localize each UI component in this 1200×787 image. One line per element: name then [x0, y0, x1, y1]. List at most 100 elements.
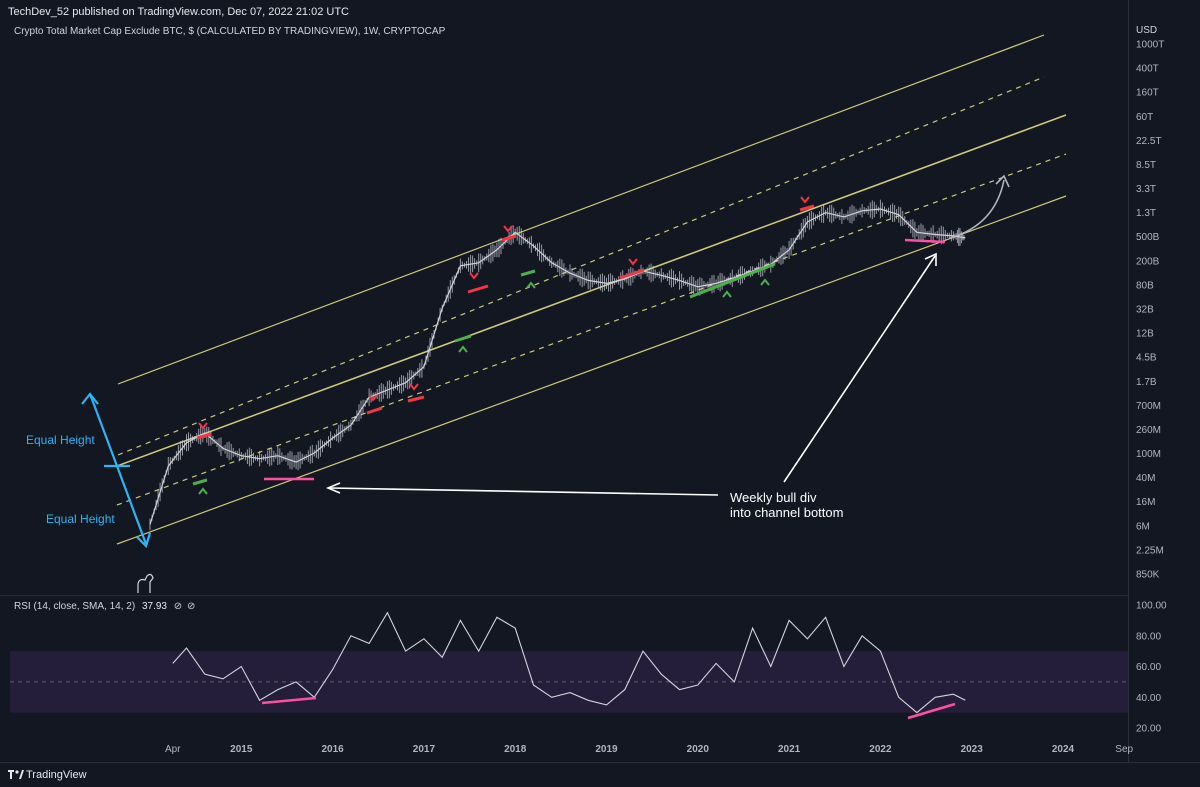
pane-separator[interactable] [0, 595, 1128, 596]
channel-lines [116, 34, 1067, 545]
rsi-label: RSI (14, close, SMA, 14, 2) [14, 601, 136, 612]
price-tick-label: 12B [1136, 329, 1154, 340]
price-tick-label: 40M [1136, 473, 1155, 484]
time-axis-ticks: Apr 2015 2016 2017 2018 2019 2020 2021 2022 2023 2… [165, 744, 1134, 755]
top-segment [467, 284, 489, 294]
top-segment [407, 395, 425, 403]
price-axis-ticks: 1000T 400T 160T 60T 22.5T 8.5T 3.3T 1.3T 500B 200… [1136, 40, 1164, 581]
arrow-to-2015-div [329, 487, 719, 496]
time-tick-label: 2015 [230, 744, 253, 755]
time-tick-label: 2016 [321, 744, 344, 755]
channel-line-5 [116, 195, 1067, 545]
top-marker [503, 225, 513, 233]
top-segment [196, 432, 212, 440]
time-tick-label: 2018 [504, 744, 527, 755]
arrowhead-up [924, 252, 937, 266]
channel-line-3 [116, 114, 1067, 467]
bottom-marker [198, 487, 208, 495]
divergence-lines [261, 238, 956, 720]
top-marker [469, 272, 479, 280]
price-tick-label: 200B [1136, 256, 1160, 267]
top-marker [800, 196, 810, 204]
bottom-segment [192, 478, 208, 486]
price-tick-label: 1.7B [1136, 377, 1157, 388]
time-tick-label: 2023 [961, 744, 984, 755]
div-2015-rsi [261, 696, 317, 705]
top-segment [366, 406, 383, 415]
top-segment [799, 204, 815, 212]
arrowhead-bottom [136, 532, 152, 549]
rsi-axis-ticks: 100.00 80.00 60.00 40.00 20.00 [1136, 601, 1167, 735]
div-2022-price [904, 238, 946, 244]
price-tick-label: 80B [1136, 280, 1154, 291]
rsi-tick-label: 60.00 [1136, 662, 1161, 673]
top-segment [619, 268, 645, 280]
time-tick-label: 2020 [687, 744, 710, 755]
price-tick-label: 260M [1136, 425, 1161, 436]
equal-height-arrows [81, 392, 152, 549]
markers [192, 196, 815, 495]
time-tick-label: 2024 [1052, 744, 1075, 755]
bottom-marker [458, 345, 468, 353]
brand-label[interactable]: TradingView [26, 769, 87, 781]
bottom-segment [454, 334, 472, 343]
arrowhead-top [81, 392, 99, 405]
time-tick-label: Sep [1115, 744, 1133, 755]
price-tick-label: 700M [1136, 401, 1161, 412]
bottom-segment [520, 269, 536, 277]
price-tick-label: 16M [1136, 497, 1155, 508]
channel-line-1 [117, 34, 1045, 385]
projection-curve [949, 179, 1005, 239]
price-tick-label: 3.3T [1136, 184, 1156, 195]
price-tick-label: 60T [1136, 112, 1153, 123]
price-tick-label: 22.5T [1136, 136, 1162, 147]
rsi-legend[interactable]: RSI (14, close, SMA, 14, 2) 37.93 ⊘ ⊘ [14, 601, 195, 612]
price-tick-label: 1000T [1136, 40, 1164, 51]
rsi-band [10, 651, 1128, 713]
rsi-value: 37.93 [141, 601, 167, 612]
projection-arrowhead [995, 174, 1010, 188]
rsi-tick-label: 100.00 [1136, 601, 1167, 612]
note-arrows [325, 174, 1010, 496]
price-tick-label: 400T [1136, 64, 1159, 75]
eye-off-icon-2[interactable]: ⊘ [186, 601, 196, 612]
symbol-title: Crypto Total Market Cap Exclude BTC, $ (… [14, 26, 446, 37]
note-line-2: into channel bottom [730, 505, 843, 520]
price-tick-label: 160T [1136, 88, 1159, 99]
time-tick-label: 2021 [778, 744, 801, 755]
top-marker [198, 422, 208, 430]
dino-icon[interactable] [137, 573, 154, 593]
price-series [149, 208, 966, 525]
rsi-tick-label: 40.00 [1136, 693, 1161, 704]
time-tick-label: 2019 [595, 744, 618, 755]
currency-label: USD [1136, 25, 1158, 36]
tradingview-logo-icon [8, 770, 24, 779]
price-tick-label: 32B [1136, 305, 1154, 316]
price-tick-label: 850K [1136, 570, 1160, 581]
price-tick-label: 100M [1136, 449, 1161, 460]
bottom-marker [526, 281, 536, 289]
bottom-marker [722, 290, 732, 298]
rsi-tick-label: 80.00 [1136, 631, 1161, 642]
note-line-1: Weekly bull div [730, 490, 817, 505]
top-marker [628, 258, 638, 266]
time-tick-label: 2022 [869, 744, 892, 755]
price-axis-border [1128, 0, 1129, 762]
time-tick-label: Apr [165, 744, 181, 755]
price-tick-label: 1.3T [1136, 208, 1156, 219]
price-tick-label: 8.5T [1136, 160, 1156, 171]
footer: TradingView [0, 762, 1200, 787]
top-segment [501, 234, 517, 242]
bottom-marker [760, 278, 770, 286]
price-tick-label: 4.5B [1136, 353, 1157, 364]
equal-height-arrow-top [88, 393, 119, 467]
rsi-tick-label: 20.00 [1136, 724, 1161, 735]
price-tick-label: 2.25M [1136, 545, 1164, 556]
eye-off-icon[interactable]: ⊘ [173, 601, 183, 612]
channel-line-2 [117, 76, 1045, 456]
price-tick-label: 500B [1136, 232, 1160, 243]
equal-height-arrow-bottom [115, 465, 148, 545]
channel-line-4 [116, 153, 1067, 506]
top-marker [409, 383, 419, 391]
